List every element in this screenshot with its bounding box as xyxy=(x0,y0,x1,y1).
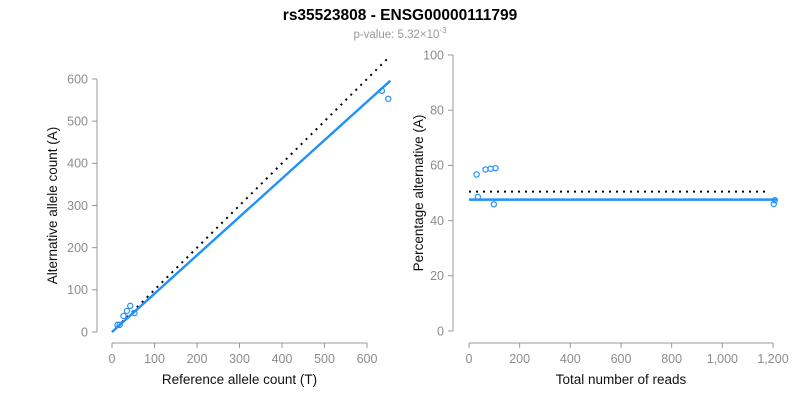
allele-counts-panel-data-point xyxy=(127,302,134,310)
allele-counts-panel-data-point xyxy=(123,307,131,315)
allele-counts-panel-x-tick-label: 400 xyxy=(272,352,293,366)
percentage-panel-y-tick-label: 0 xyxy=(437,324,444,338)
allele-counts-panel-y-tick-label: 300 xyxy=(67,199,88,213)
percentage-panel-data-point xyxy=(487,165,494,172)
allele-counts-panel-y-tick-label: 400 xyxy=(67,157,88,171)
page-title: rs35523808 - ENSG00000111799 xyxy=(282,7,518,24)
allele-counts-panel-y-tick-label: 600 xyxy=(67,72,88,86)
percentage-panel-y-tick-label: 20 xyxy=(430,269,444,283)
percentage-panel-x-tick-label: 600 xyxy=(611,352,632,366)
allele-counts-panel-y-tick-label: 200 xyxy=(67,241,88,255)
percentage-panel-y-tick-label: 40 xyxy=(430,214,444,228)
allele-counts-panel-data-point xyxy=(116,321,123,329)
allele-counts-panel-data-point xyxy=(131,309,138,317)
percentage-panel-data-point xyxy=(771,196,778,204)
percentage-panel-y-tick-label: 100 xyxy=(423,48,444,62)
percentage-panel-data-point xyxy=(492,164,499,172)
allele-counts-panel-x-tick-label: 100 xyxy=(144,352,165,366)
percentage-panel-x-tick-label: 1,200 xyxy=(757,352,788,366)
allele-counts-panel-y-axis-title: Alternative allele count (A) xyxy=(45,127,60,285)
allele-counts-panel-y-tick-label: 0 xyxy=(81,325,88,339)
allele-counts-panel-identity-line xyxy=(111,56,390,333)
allele-counts-panel-x-axis-title: Reference allele count (T) xyxy=(162,372,317,387)
percentage-panel-data-point xyxy=(482,166,489,173)
percentage-panel-x-tick-label: 1,000 xyxy=(707,352,738,366)
allele-counts-panel-data-point xyxy=(385,95,392,103)
allele-counts-panel-fit-line xyxy=(111,79,392,333)
allele-counts-panel-y-tick-label: 100 xyxy=(67,283,88,297)
allele-counts-panel-data-point xyxy=(114,321,121,329)
pvalue-subtitle: p-value: 5.32×10-3 xyxy=(0,26,800,41)
allele-counts-panel-data-point xyxy=(120,312,127,320)
allele-counts-panel-x-tick-label: 500 xyxy=(314,352,335,366)
percentage-panel-x-tick-label: 800 xyxy=(661,352,682,366)
allele-counts-panel-data-point xyxy=(378,87,386,95)
percentage-panel-x-axis-title: Total number of reads xyxy=(556,372,687,387)
percentage-panel-x-tick-label: 400 xyxy=(560,352,581,366)
percentage-panel-x-tick-label: 200 xyxy=(509,352,530,366)
percentage-panel-x-tick-label: 0 xyxy=(466,352,473,366)
percentage-panel-y-axis-title: Percentage alternative (A) xyxy=(411,115,426,272)
percentage-panel-data-point xyxy=(473,171,480,178)
pvalue-label: p-value: xyxy=(353,28,398,41)
percentage-panel-data-point xyxy=(770,200,777,208)
allele-counts-panel-y-tick-label: 500 xyxy=(67,114,88,128)
percentage-panel-y-tick-label: 60 xyxy=(430,159,444,173)
allele-counts-panel-x-tick-label: 600 xyxy=(357,352,378,366)
pvalue-exponent: -3 xyxy=(439,26,447,35)
allele-counts-panel-x-tick-label: 0 xyxy=(109,352,116,366)
pvalue-value: 5.32×10 xyxy=(397,28,440,41)
percentage-panel-y-tick-label: 80 xyxy=(430,104,444,118)
percentage-panel-data-point xyxy=(490,201,498,208)
allele-counts-panel-x-tick-label: 300 xyxy=(229,352,250,366)
percentage-panel-data-point xyxy=(474,193,482,201)
allele-counts-panel-x-tick-label: 200 xyxy=(187,352,208,366)
